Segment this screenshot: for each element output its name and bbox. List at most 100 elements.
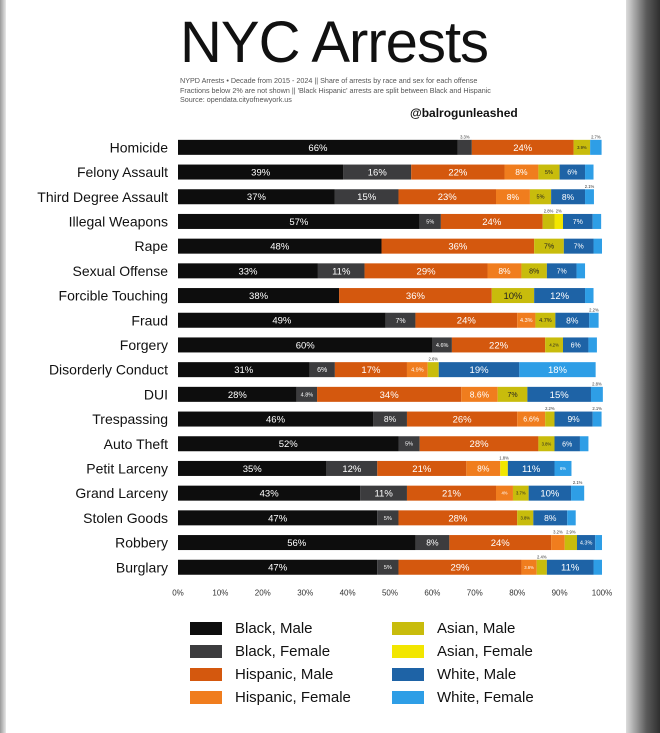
data-label: 36% [406,291,426,302]
bar-segment [529,189,552,205]
legend-label: Asian, Male [437,620,516,637]
data-label: 24% [491,538,511,549]
data-label: 22% [489,340,509,351]
category-label: Forcible Touching [59,288,168,304]
bar-segment [178,312,386,328]
x-tick-label: 100% [592,589,612,598]
legend-label: Black, Female [235,643,331,660]
bar-segment [178,510,378,526]
data-label: 7% [544,244,554,251]
data-label: 3.7% [516,491,526,496]
data-label: 47% [268,563,288,574]
bar-segment [343,164,412,180]
data-label: 2.6% [428,357,438,362]
bar-segment [576,263,586,279]
data-label: 2.8% [544,208,554,213]
bar-segment [471,139,574,155]
bar-segment [546,263,577,279]
data-label: 24% [513,143,533,154]
bar-segment [595,535,602,551]
x-tick-label: 50% [382,589,398,598]
data-label: 28% [470,439,490,450]
category-label: Illegal Weapons [69,213,168,229]
bar-segment [178,164,344,180]
bar-segment [178,535,416,551]
data-label: 8% [477,464,490,474]
bar-segment [178,238,382,254]
category-label: Homicide [110,139,169,155]
category-label: Grand Larceny [75,485,168,501]
data-label: 23% [438,192,458,203]
data-label: 28% [448,513,468,524]
bar-segment [339,288,492,304]
data-label: 39% [251,167,271,178]
bar-segment [419,436,539,452]
legend-swatch [392,622,424,635]
data-label: 9% [567,414,580,424]
data-label: 7% [574,244,584,251]
bar-segment [438,362,520,378]
data-label: 8% [515,167,528,177]
data-label: 35% [243,464,263,475]
bar-segment [564,535,577,551]
bar-segment [554,436,580,452]
data-label: 57% [289,217,309,228]
legend-label: Hispanic, Male [235,666,334,683]
bar-segment [326,460,378,476]
bar-segment [497,386,528,402]
bar-segment [178,436,399,452]
data-label: 16% [368,167,388,178]
bar-segment [178,460,327,476]
data-label: 8% [529,268,539,275]
category-label: Third Degree Assault [37,189,168,205]
bar-segment [593,559,602,575]
data-label: 2.8% [592,381,602,386]
data-label: 2.1% [585,184,595,189]
category-label: Rape [135,238,169,254]
bar-segment [590,386,603,402]
data-label: 15% [357,192,377,203]
right-edge-shadow [626,0,660,733]
bar-segment [542,213,555,229]
data-label: 56% [287,538,307,549]
legend-swatch [392,645,424,658]
data-label: 7% [507,392,517,399]
bar-segment [178,139,458,155]
bar-segment [496,189,530,205]
bar-segment [461,386,498,402]
bar-segment [534,288,586,304]
bar-segment [449,535,552,551]
data-label: 2.2% [545,406,555,411]
data-label: 3.3% [460,134,470,139]
data-label: 18% [548,365,568,376]
bar-segment [406,362,428,378]
bar-segment [373,411,407,427]
category-label: Fraud [131,312,168,328]
bar-segment [588,337,597,353]
bar-segment [377,460,467,476]
data-label: 10% [503,291,523,302]
bar-segment [398,189,496,205]
bar-segment [178,189,335,205]
bar-segment [427,362,439,378]
bar-segment [589,312,599,328]
bar-segment [535,312,556,328]
category-label: Sexual Offense [73,263,169,279]
bar-segment [377,559,399,575]
bar-segment [178,411,374,427]
data-label: 6% [317,367,327,374]
data-label: 2.1% [592,406,602,411]
bar-segment [521,263,547,279]
bar-segment [432,337,452,353]
legend-label: Hispanic, Female [235,689,351,706]
bar-segment [554,213,563,229]
bar-segment [554,411,593,427]
left-edge-shadow [0,0,6,733]
data-label: 5% [405,442,413,448]
data-label: 3.8% [542,441,552,446]
legend-label: White, Female [437,689,534,706]
bar-segment [576,535,596,551]
data-label: 11% [374,489,393,500]
bar-segment [590,139,602,155]
data-label: 4% [501,491,507,496]
